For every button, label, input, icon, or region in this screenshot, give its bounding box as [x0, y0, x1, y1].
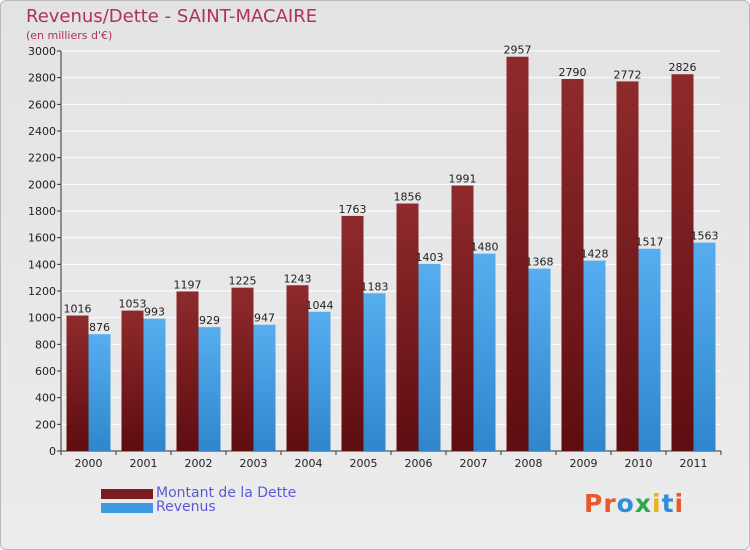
x-tick-label: 2003 — [240, 457, 268, 470]
x-tick-label: 2007 — [460, 457, 488, 470]
data-label-debt: 1197 — [174, 278, 202, 291]
y-tick-label: 2000 — [28, 178, 56, 191]
legend-label-debt: Montant de la Dette — [156, 485, 297, 501]
data-label-revenue: 993 — [144, 306, 165, 319]
bar-revenue — [88, 334, 111, 451]
logo-letter: x — [634, 489, 652, 518]
bar-revenue — [308, 311, 331, 451]
y-tick-label: 2200 — [28, 152, 56, 165]
data-label-revenue: 1428 — [581, 248, 609, 261]
logo-letter: o — [616, 489, 635, 518]
bar-revenue — [638, 248, 661, 451]
bar-debt — [286, 285, 309, 451]
chart-title: Revenus/Dette - SAINT-MACAIRE — [26, 6, 318, 27]
bar-debt — [561, 79, 584, 451]
data-label-revenue: 1044 — [306, 299, 334, 312]
data-label-debt: 2772 — [614, 68, 642, 81]
bar-debt — [451, 185, 474, 452]
bar-debt — [341, 215, 364, 451]
logo-letter: i — [652, 489, 662, 518]
y-tick-label: 2800 — [28, 72, 56, 85]
y-tick-label: 0 — [49, 445, 56, 458]
data-label-debt: 1243 — [284, 272, 312, 285]
x-tick-label: 2008 — [515, 457, 543, 470]
x-tick-label: 2004 — [295, 457, 323, 470]
x-tick-label: 2010 — [625, 457, 653, 470]
data-label-revenue: 876 — [89, 321, 110, 334]
data-label-revenue: 1517 — [636, 236, 664, 249]
data-label-debt: 2957 — [504, 44, 532, 57]
bar-debt — [176, 291, 199, 451]
x-tick-label: 2002 — [185, 457, 213, 470]
y-tick-label: 200 — [35, 418, 56, 431]
bar-debt — [66, 315, 89, 451]
bar-debt — [616, 81, 639, 452]
logo-letter: t — [661, 489, 675, 518]
bar-debt — [396, 203, 419, 451]
data-label-revenue: 929 — [199, 314, 220, 327]
y-tick-label: 3000 — [28, 45, 56, 58]
data-label-debt: 1053 — [119, 298, 147, 311]
data-label-debt: 1856 — [394, 191, 422, 204]
data-label-debt: 1225 — [229, 275, 257, 288]
bar-debt — [121, 310, 144, 451]
proxiti-logo: Proxiti — [584, 489, 684, 518]
x-tick-label: 2005 — [350, 457, 378, 470]
x-tick-label: 2000 — [75, 457, 103, 470]
data-label-revenue: 1563 — [691, 230, 719, 243]
y-tick-label: 800 — [35, 338, 56, 351]
data-label-revenue: 1403 — [416, 251, 444, 264]
bar-revenue — [198, 327, 221, 451]
bar-revenue — [583, 260, 606, 451]
logo-letter: i — [674, 489, 685, 518]
y-tick-label: 600 — [35, 365, 56, 378]
bar-debt — [231, 287, 254, 451]
logo-letter: P — [584, 489, 604, 518]
bar-revenue — [528, 268, 551, 451]
y-tick-label: 1400 — [28, 258, 56, 271]
x-tick-label: 2011 — [680, 457, 708, 470]
data-label-debt: 2790 — [559, 66, 587, 79]
data-label-revenue: 1368 — [526, 256, 554, 269]
chart-subtitle: (en milliers d'€) — [26, 29, 113, 42]
x-tick-label: 2001 — [130, 457, 158, 470]
y-tick-label: 1000 — [28, 312, 56, 325]
bar-revenue — [253, 324, 276, 451]
legend-label-revenue: Revenus — [156, 499, 216, 515]
bar-revenue — [143, 318, 166, 451]
data-label-debt: 1991 — [449, 173, 477, 186]
x-tick-label: 2006 — [405, 457, 433, 470]
legend-swatch-debt — [101, 489, 153, 499]
y-tick-label: 400 — [35, 392, 56, 405]
data-label-revenue: 1480 — [471, 241, 499, 254]
y-tick-label: 1800 — [28, 205, 56, 218]
y-tick-label: 1600 — [28, 232, 56, 245]
bar-revenue — [363, 293, 386, 451]
data-label-debt: 1763 — [339, 203, 367, 216]
data-label-revenue: 947 — [254, 312, 275, 325]
y-tick-label: 2400 — [28, 125, 56, 138]
y-tick-label: 2600 — [28, 98, 56, 111]
bar-debt — [506, 56, 529, 451]
data-label-debt: 2826 — [669, 61, 697, 74]
y-tick-label: 1200 — [28, 285, 56, 298]
logo-letter: r — [603, 489, 617, 518]
bar-revenue — [473, 253, 496, 451]
data-label-revenue: 1183 — [361, 280, 389, 293]
bar-revenue — [418, 263, 441, 451]
legend-swatch-revenue — [101, 503, 153, 513]
x-tick-label: 2009 — [570, 457, 598, 470]
data-label-debt: 1016 — [64, 303, 92, 316]
bar-revenue — [693, 242, 716, 451]
bar-debt — [671, 74, 694, 451]
